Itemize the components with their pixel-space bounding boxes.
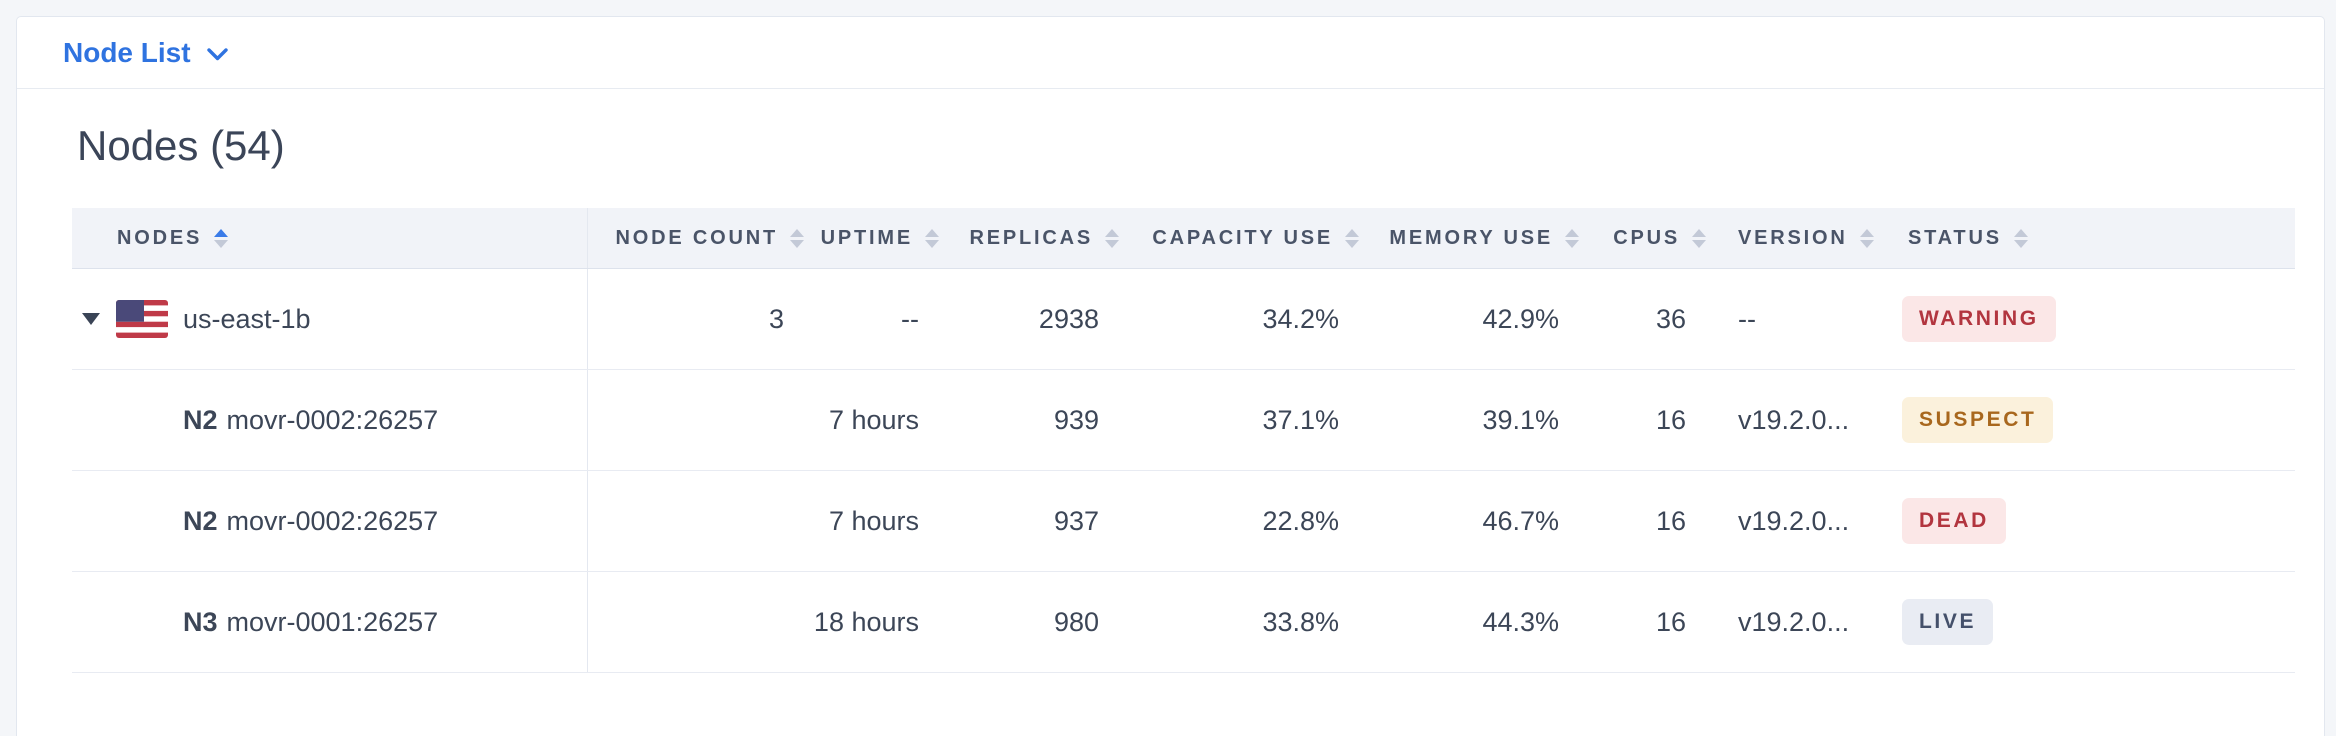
column-header-nodes[interactable]: NODES (72, 208, 588, 268)
cell-nodes: N3 movr-0001:26257 (72, 572, 588, 672)
nodes-table: NODES NODE COUNT UPTIME REPLICAS CAPACITY US… (72, 208, 2295, 673)
column-header-replicas[interactable]: REPLICAS (951, 208, 1131, 268)
cell-version: v19.2.0... (1738, 606, 1850, 637)
cell-replicas: 939 (1053, 404, 1099, 435)
node-id: N3 (183, 606, 218, 637)
status-badge: LIVE (1902, 599, 1994, 645)
collapse-expander-icon[interactable] (82, 313, 116, 325)
sort-icon (1859, 228, 1874, 248)
cell-cpus: 16 (1655, 404, 1686, 435)
cell-memory_use: 42.9% (1482, 303, 1559, 334)
column-label: MEMORY USE (1389, 226, 1553, 249)
cell-node_count: 3 (768, 303, 784, 334)
cell-capacity_use: 22.8% (1262, 505, 1339, 536)
sort-icon (790, 228, 804, 248)
sort-icon (2013, 228, 2028, 248)
cell-nodes: us-east-1b (72, 269, 588, 369)
cell-memory_use: 46.7% (1482, 505, 1559, 536)
cell-version: v19.2.0... (1738, 404, 1850, 435)
region-row: us-east-1b 3 -- 2938 34.2% 42.9% 36 -- WARNING (72, 269, 2295, 370)
node-id: N2 (183, 404, 218, 435)
sort-icon (214, 228, 229, 248)
sort-icon (1565, 228, 1579, 248)
status-badge: DEAD (1902, 498, 2006, 544)
cell-capacity_use: 33.8% (1262, 606, 1339, 637)
node-row[interactable]: N2 movr-0002:26257 7 hours 937 22.8% 46.7% 16 v… (72, 471, 2295, 572)
node-list-card: Node List Nodes (54) NODES NODE COUNT UPTI… (16, 16, 2325, 736)
column-label: UPTIME (820, 226, 913, 249)
cell-replicas: 937 (1053, 505, 1099, 536)
cell-node_count (588, 370, 816, 470)
cell-capacity_use: 34.2% (1262, 303, 1339, 334)
view-selector-label: Node List (63, 36, 191, 68)
table-header-row: NODES NODE COUNT UPTIME REPLICAS CAPACITY US… (72, 208, 2295, 269)
us-flag-icon (116, 300, 168, 338)
sort-icon (1345, 228, 1359, 248)
cell-cpus: 16 (1655, 606, 1686, 637)
cell-memory_use: 44.3% (1482, 606, 1559, 637)
cell-replicas: 2938 (1038, 303, 1099, 334)
status-badge: WARNING (1902, 296, 2056, 342)
sort-icon (925, 228, 939, 248)
column-label: CPUS (1613, 226, 1680, 249)
node-address: movr-0002:26257 (226, 404, 439, 435)
cell-cpus: 16 (1655, 505, 1686, 536)
column-label: NODE COUNT (615, 226, 778, 249)
column-header-cpus[interactable]: CPUS (1591, 208, 1718, 268)
cell-version: -- (1738, 303, 1756, 334)
cell-uptime: 18 hours (813, 606, 919, 637)
cell-cpus: 36 (1655, 303, 1686, 334)
cell-node_count (588, 572, 816, 672)
node-row[interactable]: N2 movr-0002:26257 7 hours 939 37.1% 39.1% 16 v… (72, 370, 2295, 471)
node-address: movr-0001:26257 (226, 606, 439, 637)
cell-capacity_use: 37.1% (1262, 404, 1339, 435)
node-row[interactable]: N3 movr-0001:26257 18 hours 980 33.8% 44.3% 16… (72, 572, 2295, 673)
column-header-memory_use[interactable]: MEMORY USE (1371, 208, 1591, 268)
column-label: CAPACITY USE (1152, 226, 1333, 249)
cell-uptime: 7 hours (828, 404, 919, 435)
status-badge: SUSPECT (1902, 397, 2054, 443)
cell-status: LIVE (1888, 572, 2295, 672)
sort-icon (1692, 228, 1706, 248)
table-body: us-east-1b 3 -- 2938 34.2% 42.9% 36 -- WARNING N2… (72, 269, 2295, 673)
node-id: N2 (183, 505, 218, 536)
chevron-down-icon (206, 47, 228, 61)
cell-status: SUSPECT (1888, 370, 2295, 470)
cell-node_count (588, 471, 816, 571)
topbar: Node List (17, 17, 2324, 89)
cell-uptime: 7 hours (828, 505, 919, 536)
cell-version: v19.2.0... (1738, 505, 1850, 536)
node-address: movr-0002:26257 (226, 505, 439, 536)
sort-icon (1105, 228, 1119, 248)
cell-uptime: -- (901, 303, 919, 334)
column-label: VERSION (1738, 226, 1848, 249)
cell-status: WARNING (1888, 269, 2295, 369)
column-label: STATUS (1908, 226, 2002, 249)
page-title: Nodes (54) (77, 122, 285, 169)
region-label: us-east-1b (183, 303, 311, 334)
cell-replicas: 980 (1053, 606, 1099, 637)
cell-nodes: N2 movr-0002:26257 (72, 471, 588, 571)
view-selector-dropdown[interactable]: Node List (63, 37, 228, 69)
column-header-node_count[interactable]: NODE COUNT (588, 208, 816, 268)
column-header-capacity_use[interactable]: CAPACITY USE (1131, 208, 1371, 268)
column-header-status[interactable]: STATUS (1888, 208, 2295, 268)
column-header-version[interactable]: VERSION (1718, 208, 1888, 268)
cell-memory_use: 39.1% (1482, 404, 1559, 435)
cell-nodes: N2 movr-0002:26257 (72, 370, 588, 470)
column-label: REPLICAS (969, 226, 1093, 249)
column-label: NODES (117, 226, 203, 249)
cell-status: DEAD (1888, 471, 2295, 571)
column-header-uptime[interactable]: UPTIME (816, 208, 951, 268)
